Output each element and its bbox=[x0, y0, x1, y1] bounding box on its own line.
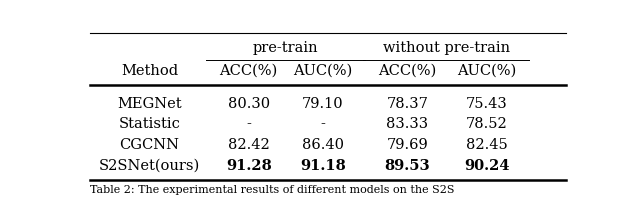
Text: 78.52: 78.52 bbox=[466, 117, 508, 131]
Text: 90.24: 90.24 bbox=[464, 159, 509, 173]
Text: 75.43: 75.43 bbox=[466, 97, 508, 111]
Text: pre-train: pre-train bbox=[253, 41, 319, 56]
Text: -: - bbox=[321, 117, 326, 131]
Text: 86.40: 86.40 bbox=[302, 138, 344, 152]
Text: AUC(%): AUC(%) bbox=[293, 64, 353, 78]
Text: 78.37: 78.37 bbox=[387, 97, 428, 111]
Text: 80.30: 80.30 bbox=[228, 97, 269, 111]
Text: S2SNet(ours): S2SNet(ours) bbox=[99, 159, 200, 173]
Text: 91.18: 91.18 bbox=[300, 159, 346, 173]
Text: 91.28: 91.28 bbox=[226, 159, 271, 173]
Text: -: - bbox=[246, 117, 251, 131]
Text: MEGNet: MEGNet bbox=[117, 97, 182, 111]
Text: Statistic: Statistic bbox=[118, 117, 180, 131]
Text: 82.42: 82.42 bbox=[228, 138, 269, 152]
Text: Method: Method bbox=[121, 64, 178, 78]
Text: ACC(%): ACC(%) bbox=[220, 64, 278, 78]
Text: AUC(%): AUC(%) bbox=[457, 64, 516, 78]
Text: ACC(%): ACC(%) bbox=[378, 64, 436, 78]
Text: 79.10: 79.10 bbox=[302, 97, 344, 111]
Text: CGCNN: CGCNN bbox=[120, 138, 179, 152]
Text: 89.53: 89.53 bbox=[385, 159, 430, 173]
Text: 79.69: 79.69 bbox=[387, 138, 428, 152]
Text: 83.33: 83.33 bbox=[387, 117, 428, 131]
Text: 82.45: 82.45 bbox=[466, 138, 508, 152]
Text: Table 2: The experimental results of different models on the S2S: Table 2: The experimental results of dif… bbox=[90, 185, 454, 195]
Text: without pre-train: without pre-train bbox=[383, 41, 511, 56]
